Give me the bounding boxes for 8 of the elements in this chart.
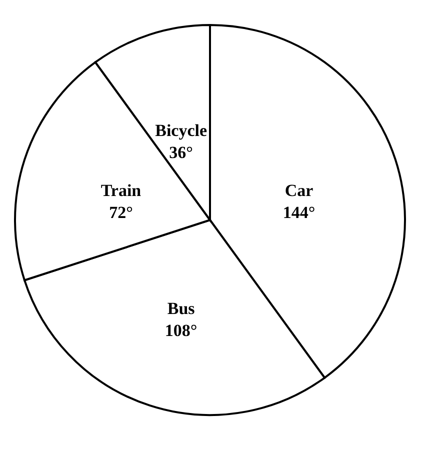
slice-label: Bicycle bbox=[155, 120, 208, 140]
slice-label: Train bbox=[100, 181, 142, 200]
data-label: 72° bbox=[109, 203, 133, 222]
slice-label: Car bbox=[284, 181, 314, 200]
slice-label: Bus bbox=[167, 299, 196, 318]
data-label: 108° bbox=[164, 321, 198, 340]
data-label: 144° bbox=[282, 203, 316, 222]
data-label: 36° bbox=[169, 142, 193, 162]
